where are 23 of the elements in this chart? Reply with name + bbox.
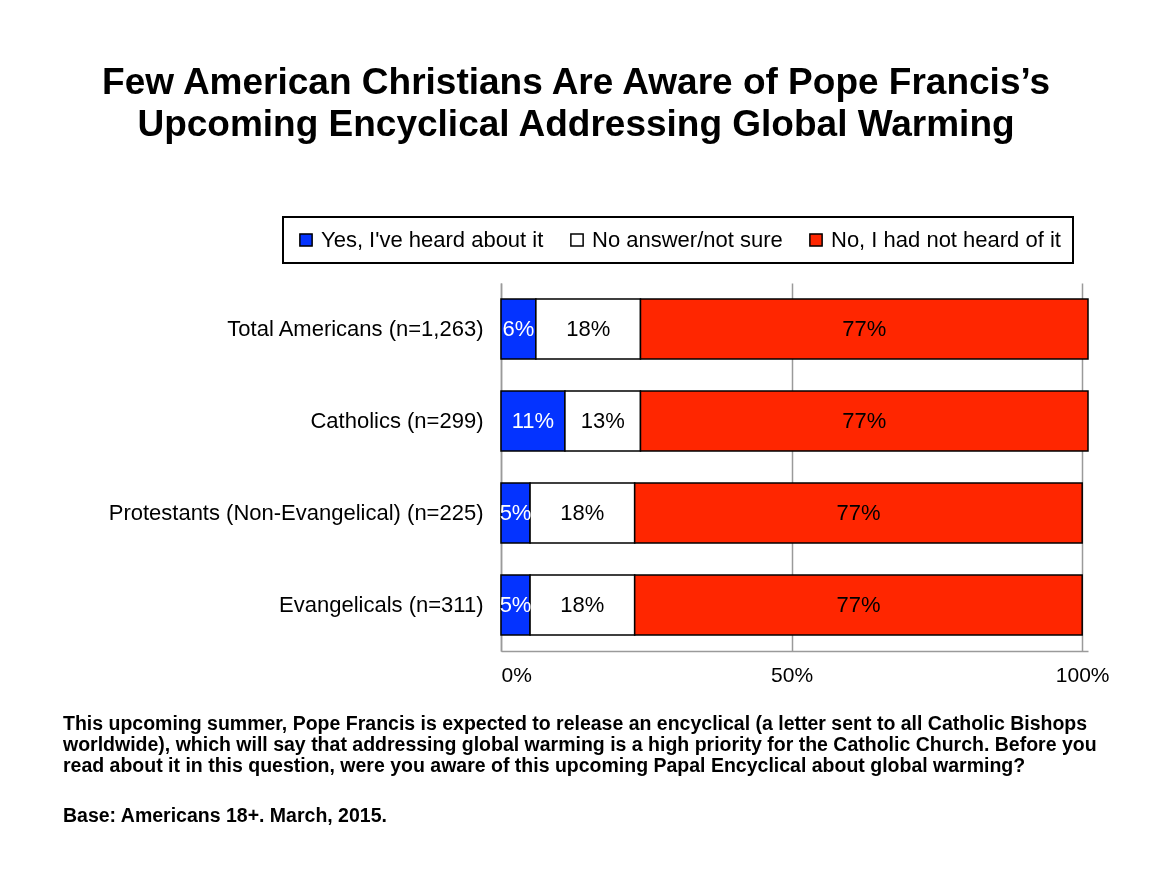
data-label: 18% xyxy=(560,592,605,617)
data-label: 13% xyxy=(580,408,625,433)
data-label: 6% xyxy=(502,316,535,341)
data-label: 77% xyxy=(836,500,881,525)
y-tick-label: Evangelicals (n=311) xyxy=(279,592,484,617)
data-label: 77% xyxy=(836,592,881,617)
x-tick-label: 100% xyxy=(1055,662,1110,686)
chart-title: Few American Christians Are Aware of Pope Francis’s Upcoming Encyclical Addressing Global Warming xyxy=(102,61,1050,144)
data-label: 18% xyxy=(560,500,605,525)
legend-label: No, I had not heard of it xyxy=(831,227,1061,252)
legend-label: No answer/not sure xyxy=(592,227,783,252)
data-label: 18% xyxy=(566,316,611,341)
data-label: 77% xyxy=(842,316,887,341)
data-label: 11% xyxy=(511,408,555,433)
y-tick-label: Catholics (n=299) xyxy=(310,408,484,433)
text: Base: Americans 18+. March, 2015. xyxy=(63,804,387,826)
x-tick-label: 50% xyxy=(771,662,814,686)
data-label: 77% xyxy=(842,408,887,433)
legend-label: Yes, I've heard about it xyxy=(321,227,544,252)
text: This upcoming summer, Pope Francis is expected to release an encyclical (a letter sent to all Catholic Bishops worldwide), which will say that addressing global warming is a high priority for the Catholic Church. Before you read about it in this question, were you aware of this upcoming Papal Encyclical about global warming? xyxy=(62,712,1097,776)
y-tick-label: Protestants (Non-Evangelical) (n=225) xyxy=(108,500,484,525)
y-tick-label: Total Americans (n=1,263) xyxy=(227,316,484,341)
x-tick-label: 0% xyxy=(501,662,532,686)
